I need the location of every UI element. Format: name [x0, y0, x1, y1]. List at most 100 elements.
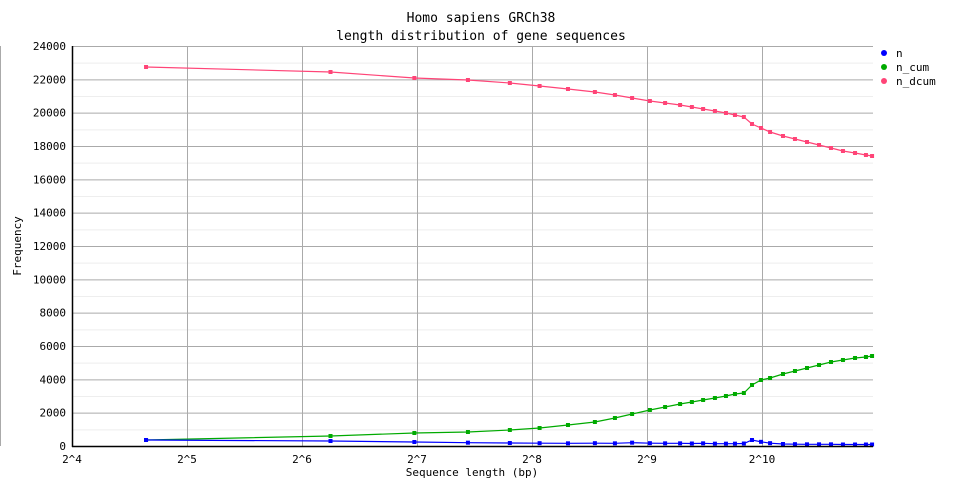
data-point [465, 440, 470, 445]
data-point [768, 130, 773, 134]
data-point [328, 439, 333, 443]
data-point [689, 400, 694, 404]
legend-marker [881, 78, 887, 84]
data-point [723, 441, 728, 446]
data-point [723, 111, 728, 115]
series-n-dcum [144, 65, 875, 158]
data-point [780, 442, 785, 446]
data-point [840, 442, 845, 447]
data-point [144, 65, 149, 69]
data-point [465, 78, 470, 82]
data-point [732, 113, 737, 117]
data-point [863, 153, 868, 157]
data-point [537, 84, 542, 88]
y-tick-label: 22000 [33, 73, 66, 86]
y-tick-label: 18000 [33, 140, 66, 153]
legend-label: n_dcum [896, 75, 936, 88]
data-point [701, 441, 706, 446]
x-axis-label: Sequence length (bp) [406, 466, 538, 479]
data-point [768, 441, 773, 446]
y-tick-label: 6000 [40, 340, 67, 353]
data-point [537, 426, 542, 430]
data-point [741, 391, 746, 395]
data-point [689, 441, 694, 446]
data-point [723, 394, 728, 398]
data-point [592, 90, 597, 94]
x-tick-label: 2^9 [637, 453, 657, 466]
y-tick-label: 14000 [33, 207, 66, 220]
data-point [678, 103, 683, 107]
data-point [412, 76, 417, 80]
data-point [537, 441, 542, 446]
data-point [804, 140, 809, 144]
y-tick-label: 8000 [40, 307, 67, 320]
legend-marker [881, 64, 887, 70]
x-tick-label: 2^5 [177, 453, 197, 466]
data-point [863, 355, 868, 359]
data-point [565, 87, 570, 91]
data-point [863, 442, 868, 447]
data-point [732, 441, 737, 446]
chart-title: Homo sapiens GRCh38 [407, 11, 556, 26]
y-axis-label: Frequency [11, 216, 24, 276]
data-point [853, 442, 858, 447]
data-point [792, 137, 797, 141]
data-point [840, 149, 845, 153]
data-point [712, 396, 717, 400]
data-point [749, 438, 754, 442]
data-point [870, 354, 875, 358]
data-point [412, 440, 417, 444]
data-point [792, 369, 797, 373]
x-tick-label: 2^4 [62, 453, 82, 466]
data-point [792, 442, 797, 447]
data-point [565, 441, 570, 446]
series-line [145, 66, 873, 157]
data-point [592, 420, 597, 424]
data-point [817, 143, 822, 147]
y-tick-label: 0 [59, 440, 66, 453]
data-point [565, 423, 570, 427]
data-point [663, 405, 668, 409]
data-point [678, 402, 683, 406]
data-point [780, 372, 785, 376]
data-point [780, 134, 785, 138]
data-point [749, 383, 754, 387]
series-line [145, 355, 873, 441]
series-n-cum [144, 354, 875, 442]
data-point [647, 408, 652, 412]
data-point [612, 441, 617, 446]
data-point [507, 81, 512, 85]
data-point [741, 441, 746, 446]
data-point [612, 93, 617, 97]
data-point [592, 441, 597, 446]
data-point [328, 434, 333, 438]
y-tick-label: 2000 [40, 407, 67, 420]
data-point [507, 428, 512, 432]
data-point [817, 363, 822, 367]
data-point [712, 109, 717, 113]
data-point [630, 440, 635, 445]
x-tick-label: 2^10 [749, 453, 776, 466]
data-point [663, 101, 668, 105]
data-point [701, 107, 706, 111]
data-point [741, 115, 746, 119]
legend-label: n_cum [896, 61, 929, 74]
data-point [507, 441, 512, 445]
data-point [612, 416, 617, 420]
x-tick-label: 2^8 [522, 453, 542, 466]
data-point [853, 151, 858, 155]
chart-subtitle: length distribution of gene sequences [336, 29, 626, 44]
x-tick-label: 2^6 [292, 453, 312, 466]
data-point [663, 441, 668, 446]
data-point [144, 438, 149, 442]
data-point [647, 99, 652, 103]
data-point [828, 146, 833, 150]
data-point [759, 126, 764, 130]
data-point [759, 439, 764, 444]
y-tick-label: 4000 [40, 373, 67, 386]
y-tick-label: 12000 [33, 240, 66, 253]
x-tick-label: 2^7 [407, 453, 427, 466]
data-point [853, 356, 858, 360]
data-point [412, 431, 417, 435]
